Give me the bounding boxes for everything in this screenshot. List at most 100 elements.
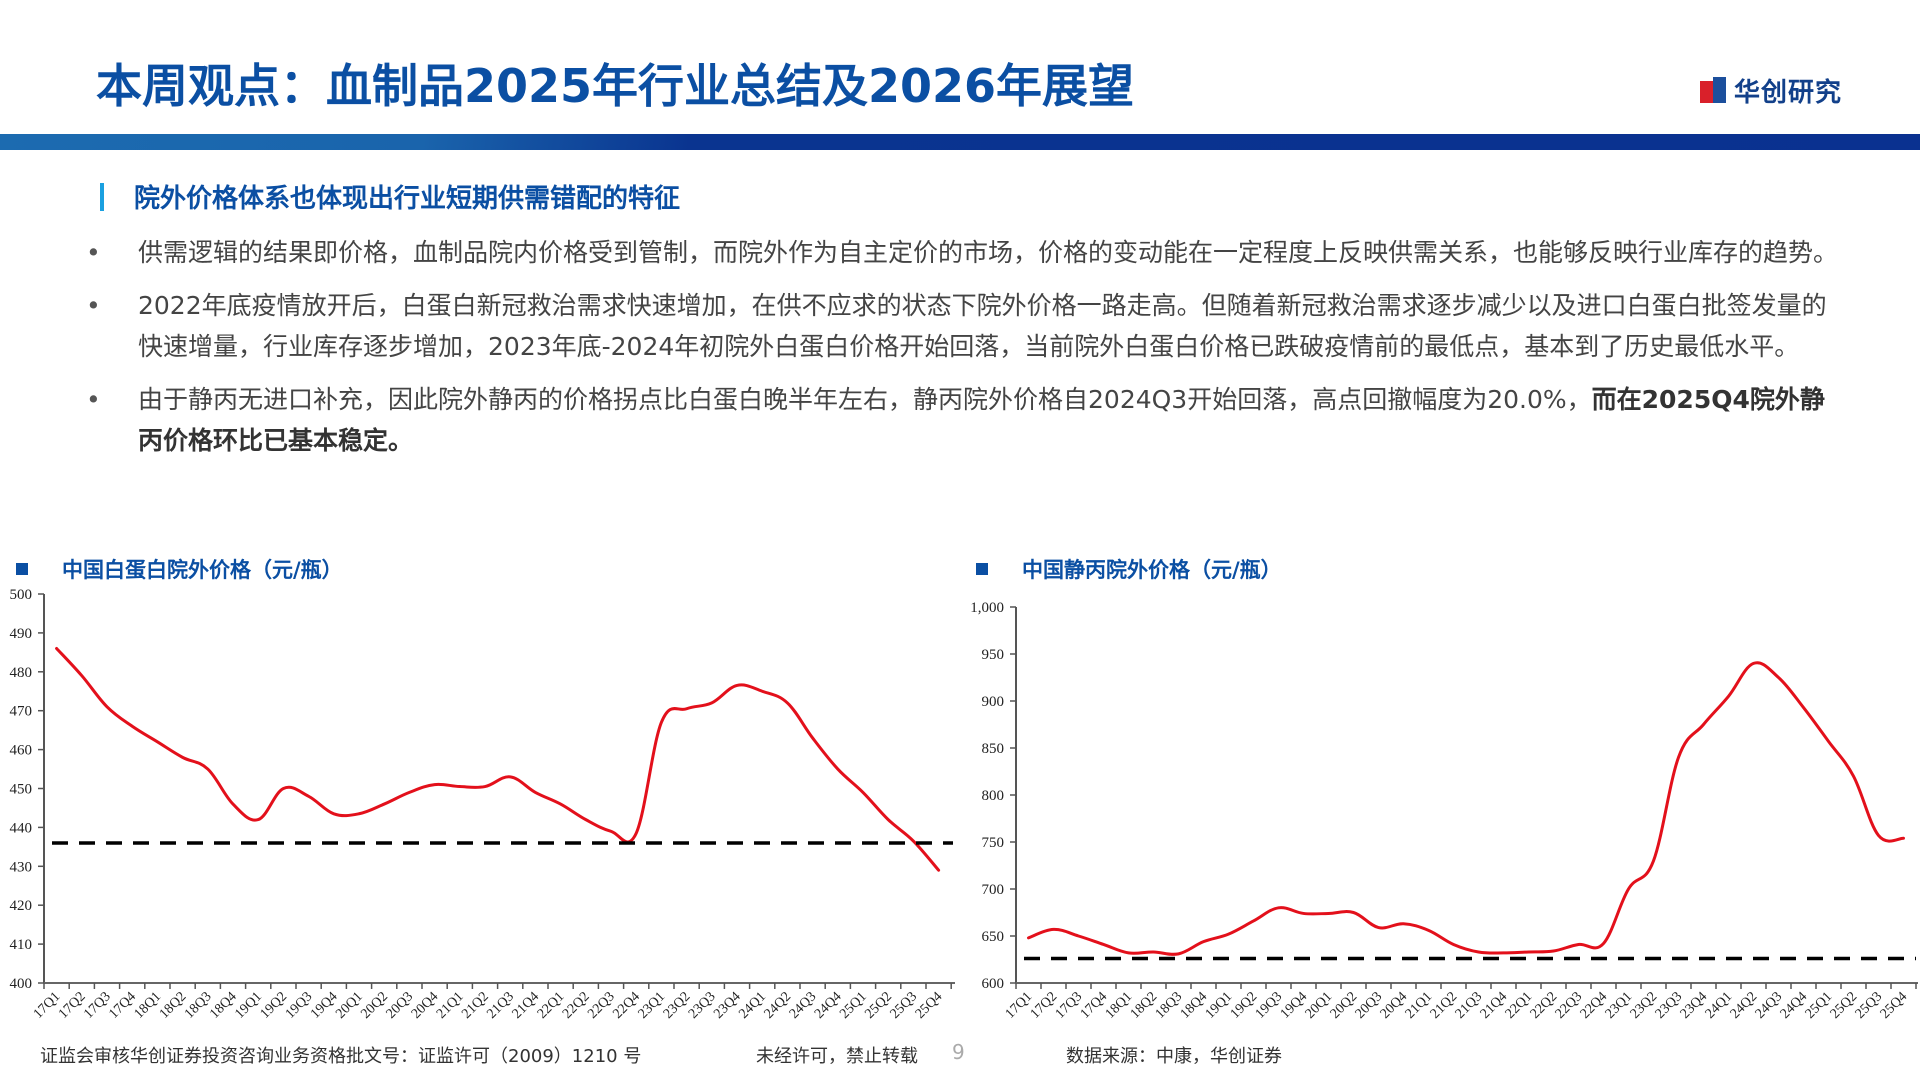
svg-text:21Q2: 21Q2 [459,989,492,1022]
svg-text:25Q1: 25Q1 [837,989,870,1022]
svg-text:18Q2: 18Q2 [157,989,190,1022]
bullet-item: • 供需逻辑的结果即价格，血制品院内价格受到管制，而院外作为自主定价的市场，价格… [80,232,1840,273]
svg-text:21Q2: 21Q2 [1428,989,1461,1022]
svg-text:450: 450 [10,782,33,798]
svg-text:850: 850 [982,741,1005,757]
svg-text:23Q3: 23Q3 [686,989,719,1022]
svg-text:650: 650 [982,929,1005,945]
bullet-item: • 由于静丙无进口补充，因此院外静丙的价格拐点比白蛋白晚半年左右，静丙院外价格自… [80,379,1840,461]
square-bullet-icon [16,563,28,575]
svg-text:22Q3: 22Q3 [1553,989,1586,1022]
svg-text:19Q4: 19Q4 [1278,989,1311,1022]
svg-text:19Q2: 19Q2 [258,989,291,1022]
svg-text:17Q1: 17Q1 [31,989,64,1022]
svg-text:22Q2: 22Q2 [560,989,593,1022]
svg-text:17Q3: 17Q3 [81,989,114,1022]
cube-logo-icon [1700,76,1726,105]
svg-text:18Q1: 18Q1 [132,989,165,1022]
svg-text:20Q4: 20Q4 [1378,989,1411,1022]
svg-text:25Q3: 25Q3 [888,989,921,1022]
svg-text:20Q1: 20Q1 [1303,989,1336,1022]
page-number: 9 [952,1040,965,1064]
chart-title-text: 中国白蛋白院外价格（元/瓶） [62,558,343,582]
svg-text:20Q4: 20Q4 [409,989,442,1022]
bullet-dot-icon: • [86,238,101,267]
svg-text:25Q3: 25Q3 [1853,989,1886,1022]
svg-text:22Q4: 22Q4 [1578,989,1611,1022]
svg-text:22Q1: 22Q1 [535,989,568,1022]
svg-text:480: 480 [10,665,33,681]
square-bullet-icon [976,563,988,575]
svg-text:25Q1: 25Q1 [1803,989,1836,1022]
brand-logo: 华创研究 [1700,72,1842,109]
svg-text:23Q2: 23Q2 [1628,989,1661,1022]
bullet-text: 由于静丙无进口补充，因此院外静丙的价格拐点比白蛋白晚半年左右，静丙院外价格自20… [138,385,1592,414]
svg-text:19Q3: 19Q3 [1253,989,1286,1022]
svg-text:18Q3: 18Q3 [1153,989,1186,1022]
section-heading-text: 院外价格体系也体现出行业短期供需错配的特征 [134,184,681,214]
svg-text:25Q2: 25Q2 [862,989,895,1022]
svg-text:24Q3: 24Q3 [1753,989,1786,1022]
svg-text:24Q1: 24Q1 [736,989,769,1022]
svg-text:18Q4: 18Q4 [1178,989,1211,1022]
svg-text:19Q1: 19Q1 [1203,989,1236,1022]
section-heading: 院外价格体系也体现出行业短期供需错配的特征 [100,178,680,215]
svg-text:20Q3: 20Q3 [384,989,417,1022]
svg-text:700: 700 [982,882,1005,898]
svg-text:24Q1: 24Q1 [1703,989,1736,1022]
svg-text:21Q4: 21Q4 [1478,989,1511,1022]
page-title: 本周观点：血制品2025年行业总结及2026年展望 [96,59,1135,113]
svg-text:18Q1: 18Q1 [1103,989,1136,1022]
svg-text:1,000: 1,000 [970,600,1004,616]
svg-text:23Q4: 23Q4 [711,989,744,1022]
svg-text:17Q4: 17Q4 [106,989,139,1022]
logo-text: 华创研究 [1734,78,1843,108]
svg-text:19Q1: 19Q1 [232,989,265,1022]
svg-text:500: 500 [10,587,33,603]
bullet-dot-icon: • [86,385,101,414]
svg-text:20Q2: 20Q2 [358,989,391,1022]
bullet-text: 2022年底疫情放开后，白蛋白新冠救治需求快速增加，在供不应求的状态下院外价格一… [138,291,1827,361]
svg-text:750: 750 [982,835,1005,851]
svg-text:460: 460 [10,743,33,759]
svg-text:17Q1: 17Q1 [1003,989,1036,1022]
svg-text:25Q2: 25Q2 [1828,989,1861,1022]
svg-text:19Q3: 19Q3 [283,989,316,1022]
svg-text:22Q3: 22Q3 [585,989,618,1022]
svg-text:19Q2: 19Q2 [1228,989,1261,1022]
svg-text:20Q3: 20Q3 [1353,989,1386,1022]
svg-text:23Q1: 23Q1 [1603,989,1636,1022]
data-source-text: 数据来源：中康，华创证券 [1066,1046,1282,1067]
svg-text:25Q4: 25Q4 [1878,989,1911,1022]
svg-text:23Q3: 23Q3 [1653,989,1686,1022]
svg-text:21Q1: 21Q1 [434,989,467,1022]
chart-title-albumin: 中国白蛋白院外价格（元/瓶） [16,554,343,584]
svg-text:400: 400 [10,976,33,992]
svg-text:24Q3: 24Q3 [787,989,820,1022]
bullet-dot-icon: • [86,291,101,320]
ivig-price-chart: 6006507007508008509009501,00017Q117Q217Q… [970,600,1918,1022]
svg-text:21Q3: 21Q3 [1453,989,1486,1022]
svg-text:23Q4: 23Q4 [1678,989,1711,1022]
bullet-list: • 供需逻辑的结果即价格，血制品院内价格受到管制，而院外作为自主定价的市场，价格… [80,232,1840,473]
copyright-text: 未经许可，禁止转载 [756,1046,918,1067]
svg-text:900: 900 [982,694,1005,710]
svg-text:21Q4: 21Q4 [510,989,543,1022]
svg-text:19Q4: 19Q4 [308,989,341,1022]
svg-text:800: 800 [982,788,1005,804]
svg-text:18Q3: 18Q3 [182,989,215,1022]
svg-text:24Q2: 24Q2 [762,989,795,1022]
svg-text:20Q1: 20Q1 [333,989,366,1022]
svg-text:24Q2: 24Q2 [1728,989,1761,1022]
svg-text:22Q2: 22Q2 [1528,989,1561,1022]
svg-text:17Q3: 17Q3 [1053,989,1086,1022]
svg-text:17Q2: 17Q2 [56,989,89,1022]
svg-text:950: 950 [982,647,1005,663]
header-banner [0,134,1920,150]
svg-text:18Q4: 18Q4 [207,989,240,1022]
svg-text:24Q4: 24Q4 [812,989,845,1022]
svg-text:440: 440 [10,820,33,836]
svg-text:600: 600 [982,976,1005,992]
svg-text:18Q2: 18Q2 [1128,989,1161,1022]
svg-text:420: 420 [10,898,33,914]
